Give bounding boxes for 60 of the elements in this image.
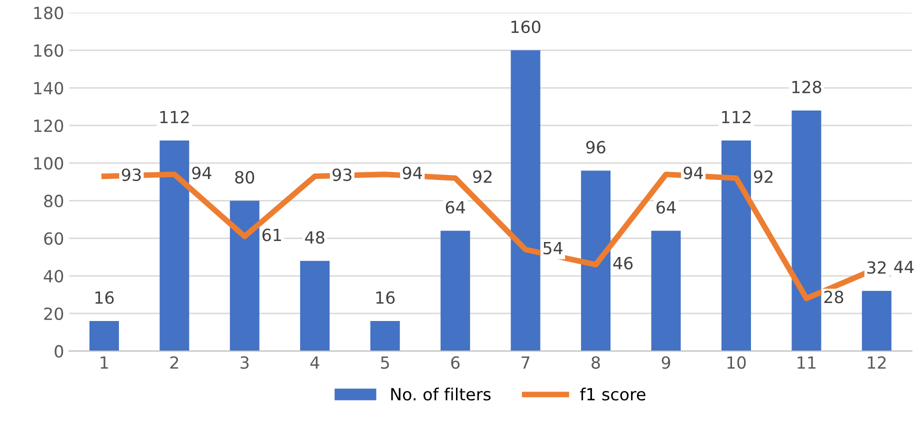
data-label: 16 bbox=[376, 291, 395, 304]
bar bbox=[230, 200, 260, 352]
bar bbox=[792, 110, 822, 352]
x-tick-label: 10 bbox=[727, 356, 746, 369]
data-label: 48 bbox=[305, 231, 324, 244]
data-label: 93 bbox=[122, 168, 141, 182]
data-label: 44 bbox=[894, 260, 914, 273]
data-label: 94 bbox=[684, 166, 703, 180]
data-label: 46 bbox=[613, 256, 633, 270]
x-tick-label: 4 bbox=[310, 356, 320, 369]
bar bbox=[721, 140, 751, 352]
bar bbox=[160, 140, 190, 352]
data-label: 94 bbox=[192, 166, 212, 180]
bar bbox=[300, 260, 330, 352]
data-label: 64 bbox=[656, 201, 676, 214]
bar bbox=[862, 290, 892, 352]
x-tick-label: 8 bbox=[592, 356, 600, 369]
data-label: 96 bbox=[586, 140, 606, 154]
data-label: 128 bbox=[792, 80, 822, 94]
data-label: 32 bbox=[867, 261, 886, 274]
data-label: 112 bbox=[722, 110, 750, 124]
bar bbox=[651, 230, 681, 352]
x-tick-label: 12 bbox=[868, 356, 886, 369]
data-label: 160 bbox=[511, 20, 540, 34]
x-tick-label: 7 bbox=[522, 356, 530, 369]
x-tick-label: 2 bbox=[170, 356, 178, 369]
data-label: 54 bbox=[544, 242, 562, 254]
y-tick-label: 120 bbox=[34, 119, 64, 132]
legend-label: No. of filters bbox=[391, 388, 491, 401]
y-tick-label: 0 bbox=[54, 345, 64, 358]
legend-label: f1 score bbox=[580, 388, 646, 401]
data-label: 93 bbox=[332, 168, 352, 182]
y-tick-label: 140 bbox=[34, 82, 64, 94]
data-label: 61 bbox=[262, 228, 281, 242]
x-tick-label: 1 bbox=[100, 356, 108, 369]
bar bbox=[370, 321, 400, 352]
data-label: 28 bbox=[824, 290, 844, 304]
bar bbox=[89, 321, 119, 352]
y-tick-label: 100 bbox=[34, 157, 64, 170]
y-tick-label: 160 bbox=[34, 44, 64, 57]
data-label: 92 bbox=[754, 170, 772, 183]
x-tick-label: 11 bbox=[798, 356, 816, 369]
data-label: 16 bbox=[95, 291, 114, 304]
bar bbox=[510, 50, 540, 352]
x-tick-label: 6 bbox=[451, 356, 460, 369]
bar bbox=[581, 170, 611, 352]
y-tick-label: 80 bbox=[44, 194, 64, 208]
data-label: 94 bbox=[402, 166, 422, 180]
x-tick-label: 3 bbox=[240, 356, 249, 369]
data-label: 112 bbox=[160, 110, 189, 124]
data-label: 64 bbox=[446, 201, 465, 214]
data-label: 80 bbox=[235, 170, 254, 184]
data-label: 92 bbox=[473, 170, 492, 183]
bar bbox=[440, 230, 470, 352]
y-tick-label: 40 bbox=[44, 270, 64, 282]
y-tick-label: 60 bbox=[44, 232, 64, 245]
x-tick-label: 5 bbox=[381, 356, 389, 369]
x-tick-label: 9 bbox=[662, 356, 670, 369]
y-tick-label: 180 bbox=[34, 6, 64, 20]
y-tick-label: 20 bbox=[44, 307, 64, 320]
